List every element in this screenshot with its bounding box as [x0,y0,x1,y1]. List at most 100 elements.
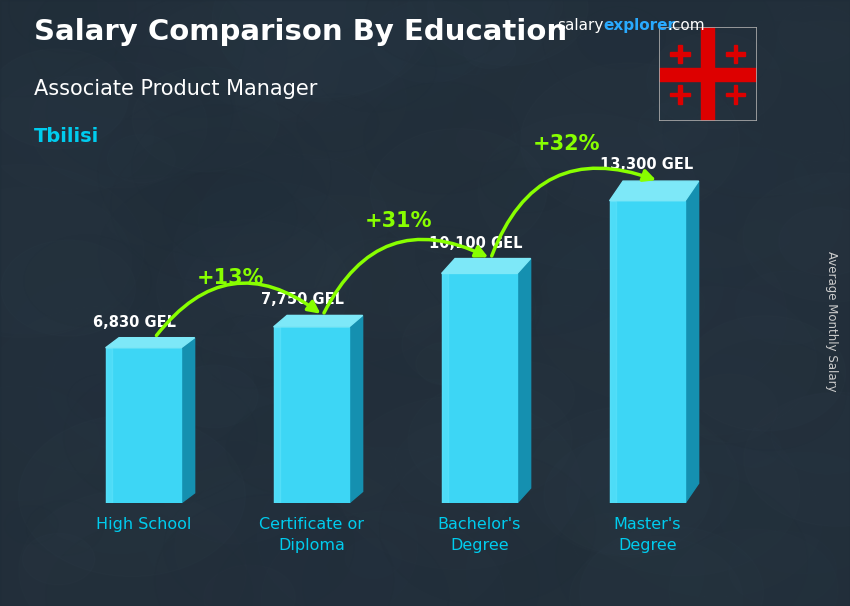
FancyBboxPatch shape [105,348,181,503]
Circle shape [337,396,581,570]
Circle shape [19,415,246,576]
Circle shape [370,128,547,255]
Circle shape [258,448,509,606]
Circle shape [570,537,743,606]
Circle shape [178,210,326,316]
Circle shape [0,48,128,148]
Circle shape [155,521,330,606]
Polygon shape [274,315,363,327]
Polygon shape [105,348,112,503]
Circle shape [647,33,781,128]
Circle shape [107,135,175,183]
Circle shape [471,18,699,180]
Polygon shape [105,338,195,348]
Bar [700,27,715,121]
Circle shape [520,63,740,219]
Circle shape [683,316,846,431]
Circle shape [379,451,596,605]
Circle shape [653,93,735,152]
Text: Tbilisi: Tbilisi [34,127,99,146]
Circle shape [1,240,135,336]
Circle shape [241,0,488,108]
Bar [726,52,745,56]
Circle shape [364,82,521,194]
Polygon shape [442,273,448,503]
Circle shape [456,119,516,162]
Circle shape [0,10,244,190]
Polygon shape [274,327,280,503]
Circle shape [479,114,697,270]
Circle shape [22,533,94,585]
Circle shape [0,385,99,501]
Circle shape [779,207,850,276]
Circle shape [51,311,253,456]
Circle shape [186,0,407,121]
Circle shape [119,388,312,525]
Text: +13%: +13% [196,268,264,288]
Circle shape [729,531,836,606]
Circle shape [483,0,563,35]
Circle shape [136,0,339,143]
Circle shape [428,0,588,65]
FancyBboxPatch shape [274,327,349,503]
Circle shape [727,428,781,467]
Circle shape [542,0,776,120]
Circle shape [366,0,510,67]
Circle shape [481,362,575,429]
Text: 13,300 GEL: 13,300 GEL [600,157,694,172]
Circle shape [652,20,850,195]
Circle shape [212,0,435,98]
Circle shape [30,62,207,188]
Text: 7,750 GEL: 7,750 GEL [261,293,344,307]
Text: +31%: +31% [365,211,432,231]
Circle shape [0,264,157,441]
Circle shape [110,128,328,284]
Circle shape [743,173,850,302]
Circle shape [341,238,450,316]
Circle shape [463,32,516,68]
Circle shape [556,471,808,606]
Text: Salary Comparison By Education: Salary Comparison By Education [34,18,567,46]
Polygon shape [349,315,363,503]
Text: 10,100 GEL: 10,100 GEL [429,236,523,251]
Text: explorer: explorer [604,18,676,33]
Circle shape [527,406,739,557]
Bar [677,85,682,104]
Bar [734,45,738,64]
Circle shape [564,0,818,91]
Bar [670,52,689,56]
Circle shape [402,302,521,387]
Circle shape [19,490,246,606]
Circle shape [567,410,800,576]
Circle shape [156,220,350,358]
Circle shape [720,452,850,574]
Circle shape [637,279,706,328]
Polygon shape [517,259,530,503]
Bar [677,45,682,64]
Text: +32%: +32% [533,134,600,154]
Circle shape [392,0,550,75]
Circle shape [29,0,245,119]
Circle shape [234,382,331,452]
Circle shape [372,0,489,82]
Circle shape [690,339,847,450]
Circle shape [155,494,394,606]
Circle shape [218,0,418,101]
Circle shape [201,315,303,388]
Circle shape [408,381,572,498]
Circle shape [98,90,332,257]
Circle shape [99,173,326,336]
Circle shape [46,522,252,606]
Polygon shape [181,338,195,503]
Circle shape [252,0,398,62]
Circle shape [0,187,132,335]
Circle shape [153,356,212,398]
Circle shape [198,154,388,289]
Bar [734,85,738,104]
Circle shape [204,565,295,606]
Circle shape [328,226,541,378]
Text: 6,830 GEL: 6,830 GEL [93,315,176,330]
Circle shape [261,511,505,606]
FancyBboxPatch shape [609,201,685,503]
Circle shape [416,342,476,385]
